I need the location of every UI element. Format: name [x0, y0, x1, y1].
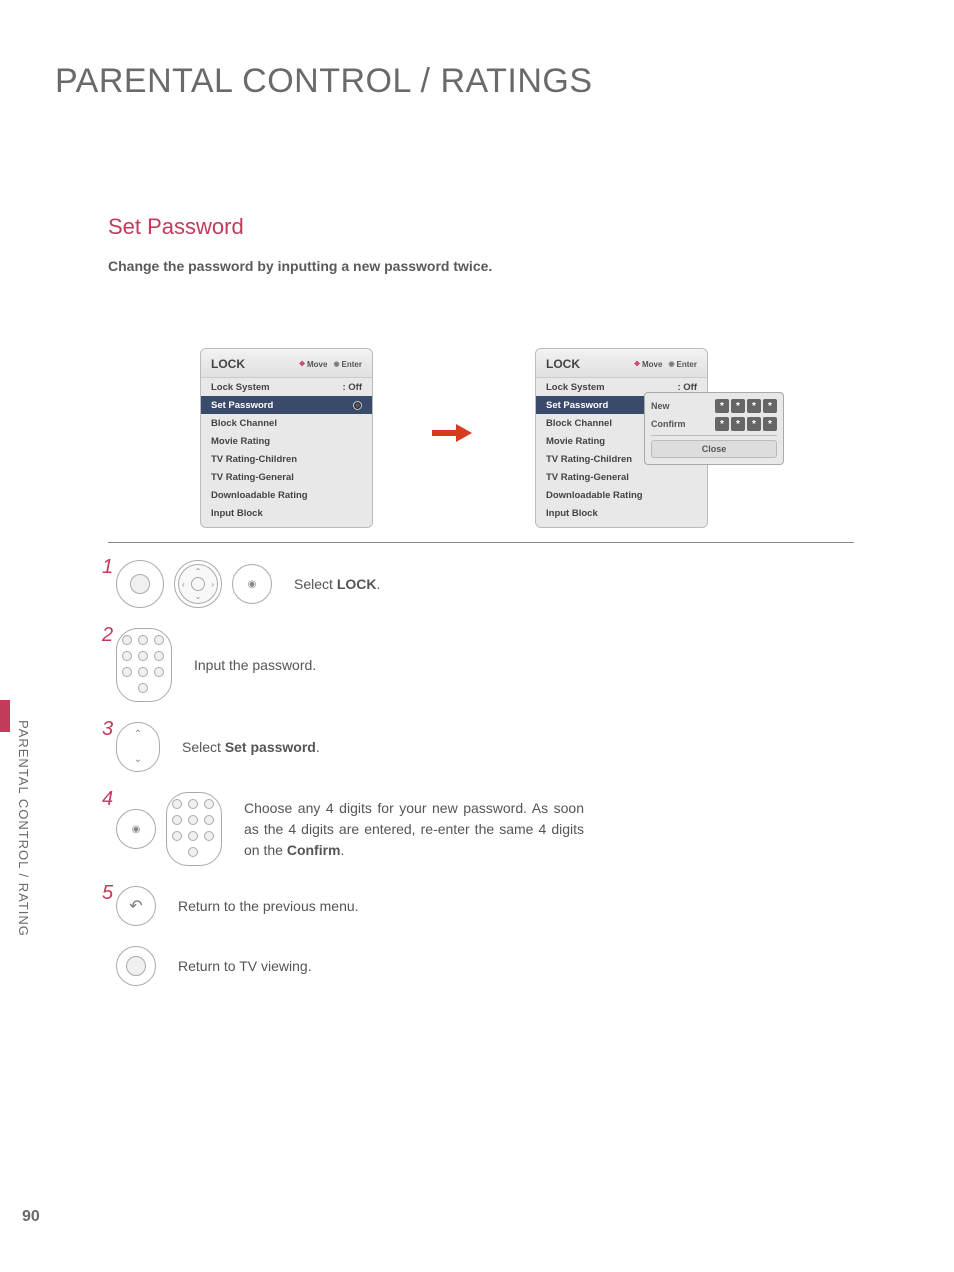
- menu-item-block-channel: Block Channel: [201, 414, 372, 432]
- step-1: 1 ⌃⌄‹› ◉ Select LOCK.: [102, 560, 722, 608]
- return-button-icon: ↶: [116, 886, 156, 926]
- divider: [651, 435, 777, 436]
- menu-button-icon: [116, 560, 164, 608]
- nav-arrows-icon: ✥: [634, 361, 640, 368]
- close-button[interactable]: Close: [651, 440, 777, 458]
- up-down-button-icon: ⌃ ⌄: [116, 722, 160, 772]
- step-3: 3 ⌃ ⌄ Select Set password.: [102, 722, 722, 772]
- pw-digit: *: [715, 399, 729, 413]
- menu-item-tv-rating-general: TV Rating-General: [536, 468, 707, 486]
- step-5: 5 ↶ Return to the previous menu.: [102, 886, 722, 926]
- step-text: Input the password.: [194, 655, 722, 676]
- exit-button-icon: [116, 946, 156, 986]
- menu-item-downloadable-rating: Downloadable Rating: [536, 486, 707, 504]
- move-hint: Move: [642, 360, 662, 369]
- pw-digit: *: [763, 399, 777, 413]
- step-number: 4: [102, 788, 113, 811]
- radio-selected-icon: [353, 401, 362, 410]
- number-pad-icon: [116, 628, 172, 702]
- menu-item-tv-rating-children: TV Rating-Children: [201, 450, 372, 468]
- menu-item-set-password: Set Password: [201, 396, 372, 414]
- section-description: Change the password by inputting a new p…: [108, 258, 492, 274]
- menu-item-input-block: Input Block: [536, 504, 707, 527]
- step-text: Choose any 4 digits for your new passwor…: [244, 798, 584, 861]
- side-accent: [0, 700, 10, 732]
- step-6: Return to TV viewing.: [102, 946, 722, 986]
- menu-header: LOCK ✥Move ◉Enter: [201, 349, 372, 378]
- side-tab-label: PARENTAL CONTROL / RATING: [16, 720, 31, 937]
- menu-item-lock-system: Lock System: Off: [201, 378, 372, 396]
- pw-digit: *: [747, 417, 761, 431]
- enter-icon: ◉: [333, 360, 339, 368]
- step-text: Return to the previous menu.: [178, 896, 722, 917]
- step-text: Select Set password.: [182, 737, 722, 758]
- menu-item-input-block: Input Block: [201, 504, 372, 527]
- menu-item-tv-rating-general: TV Rating-General: [201, 468, 372, 486]
- step-text: Return to TV viewing.: [178, 956, 722, 977]
- menu-title: LOCK: [546, 357, 580, 371]
- nav-pad-icon: ⌃⌄‹›: [174, 560, 222, 608]
- pw-digit: *: [763, 417, 777, 431]
- step-text: Select LOCK.: [294, 574, 722, 595]
- password-popup: New * * * * Confirm * * * * Close: [644, 392, 784, 465]
- popup-row-confirm: Confirm * * * *: [651, 417, 777, 431]
- new-label: New: [651, 401, 711, 411]
- step-4: 4 ◉ Choose any 4 digits for your new pas…: [102, 792, 722, 866]
- popup-row-new: New * * * *: [651, 399, 777, 413]
- menu-panel-before: LOCK ✥Move ◉Enter Lock System: Off Set P…: [200, 348, 373, 528]
- step-number: 2: [102, 624, 113, 647]
- menu-item-downloadable-rating: Downloadable Rating: [201, 486, 372, 504]
- menu-header: LOCK ✥Move ◉Enter: [536, 349, 707, 378]
- enter-button-icon: ◉: [232, 564, 272, 604]
- pw-digit: *: [747, 399, 761, 413]
- page-number: 90: [22, 1208, 40, 1226]
- enter-button-icon: ◉: [116, 809, 156, 849]
- step-number: 3: [102, 718, 113, 741]
- enter-icon: ◉: [668, 360, 674, 368]
- page-title: PARENTAL CONTROL / RATINGS: [55, 62, 593, 101]
- section-title: Set Password: [108, 214, 244, 240]
- pw-digit: *: [731, 399, 745, 413]
- pw-digit: *: [731, 417, 745, 431]
- menu-title: LOCK: [211, 357, 245, 371]
- enter-hint: Enter: [342, 360, 362, 369]
- menu-item-movie-rating: Movie Rating: [201, 432, 372, 450]
- arrow-right-icon: [432, 424, 472, 447]
- number-pad-icon: [166, 792, 222, 866]
- steps-region: 1 ⌃⌄‹› ◉ Select LOCK. 2: [102, 560, 722, 1006]
- confirm-label: Confirm: [651, 419, 711, 429]
- menu-list: Lock System: Off Set Password Block Chan…: [201, 378, 372, 527]
- pw-digit: *: [715, 417, 729, 431]
- step-number: 1: [102, 556, 113, 579]
- step-2: 2 Input the password.: [102, 628, 722, 702]
- enter-hint: Enter: [677, 360, 697, 369]
- divider: [108, 542, 854, 543]
- step-number: 5: [102, 882, 113, 905]
- move-hint: Move: [307, 360, 327, 369]
- nav-arrows-icon: ✥: [299, 361, 305, 368]
- side-tab: PARENTAL CONTROL / RATING: [0, 700, 20, 980]
